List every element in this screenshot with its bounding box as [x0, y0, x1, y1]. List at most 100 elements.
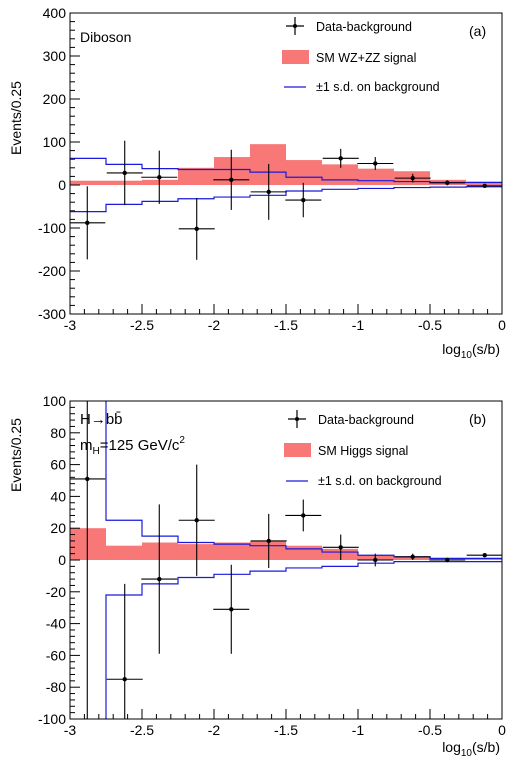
y-tick-label: 60	[50, 457, 66, 473]
data-point	[338, 156, 343, 161]
data-point	[482, 553, 487, 558]
signal-bar	[70, 528, 106, 560]
signal-bar	[214, 542, 250, 560]
y-tick-label: -20	[46, 584, 66, 600]
legend-entry-signal: SM Higgs signal	[318, 444, 408, 458]
signal-bar	[466, 181, 502, 185]
signal-bar	[286, 160, 322, 185]
data-point	[445, 557, 450, 563]
legend: Data-background SM WZ+ZZ signal ±1 s.d. …	[282, 17, 440, 94]
plot-area	[70, 401, 502, 719]
y-tick-label: -60	[46, 647, 66, 663]
data-point	[445, 180, 450, 186]
signal-bar	[178, 544, 214, 560]
signal-bar	[106, 545, 142, 560]
y-tick-label: -80	[46, 679, 66, 695]
signal-bar	[286, 545, 322, 560]
x-tick-label: -1.5	[274, 317, 298, 333]
signal-bar	[358, 168, 394, 185]
data-point	[194, 226, 199, 232]
y-tick-label: -200	[38, 263, 66, 279]
chart-title: Diboson	[80, 29, 131, 45]
x-tick-label: -2.5	[130, 722, 154, 738]
x-tick-label: -2.5	[130, 317, 154, 333]
x-tick-label: -1.5	[274, 722, 298, 738]
data-point	[157, 175, 162, 180]
y-tick-label: -300	[38, 306, 66, 322]
x-tick-label: 0	[498, 317, 506, 333]
y-axis-label: Events/0.25	[8, 418, 24, 492]
y-tick-label: 40	[50, 488, 66, 504]
data-point	[229, 607, 234, 612]
x-tick-label: -3	[64, 722, 77, 738]
x-tick-label: -0.5	[418, 722, 442, 738]
x-tick-label: -2	[208, 317, 221, 333]
chart-subtitle: mH=125 GeV/c2	[80, 435, 185, 457]
y-tick-label: 0	[58, 552, 66, 568]
x-axis-label: log10(s/b)	[442, 341, 500, 361]
signal-bar	[178, 167, 214, 185]
legend-entry-band: ±1 s.d. on background	[316, 80, 440, 94]
data-point	[301, 513, 306, 518]
y-axis-label: Events/0.25	[8, 81, 24, 155]
band-upper-line	[70, 157, 502, 184]
legend-entry-band: ±1 s.d. on background	[318, 474, 442, 488]
legend-entry-data: Data-background	[318, 413, 414, 427]
signal-bar	[250, 144, 286, 185]
data-point	[410, 175, 415, 181]
y-tick-label: 100	[43, 134, 67, 150]
band-lower-line	[70, 186, 502, 213]
y-tick-label: 300	[43, 48, 67, 64]
data-point	[122, 170, 127, 176]
data-point	[85, 476, 90, 482]
data-point	[229, 177, 234, 183]
x-tick-label: 0	[498, 722, 506, 738]
y-tick-label: 200	[43, 91, 67, 107]
x-tick-label: -3	[64, 317, 77, 333]
x-tick-label: -1	[352, 722, 365, 738]
data-point	[266, 189, 271, 195]
band-upper-line	[105, 401, 502, 560]
data-point	[194, 518, 199, 523]
y-tick-label: -100	[38, 220, 66, 236]
band-lower-line	[105, 560, 502, 719]
y-tick-label: 20	[50, 520, 66, 536]
signal-bar	[322, 548, 358, 560]
x-tick-label: -2	[208, 722, 221, 738]
signal-bar	[250, 540, 286, 560]
legend: Data-background SM Higgs signal ±1 s.d. …	[284, 410, 442, 488]
legend-entry-signal: SM WZ+ZZ signal	[316, 51, 416, 65]
y-tick-label: -100	[38, 711, 66, 727]
signal-bar	[466, 558, 502, 560]
data-point	[157, 576, 162, 582]
data-point	[85, 220, 90, 226]
signal-bar	[142, 542, 178, 560]
signal-bar	[106, 180, 142, 185]
signal-bar	[142, 179, 178, 185]
y-tick-label: 0	[58, 177, 66, 193]
legend-signal-swatch	[284, 443, 311, 457]
signal-bar	[322, 164, 358, 185]
data-point	[266, 538, 271, 544]
y-tick-label: 100	[43, 393, 67, 409]
legend-data-marker-dot	[295, 417, 299, 421]
y-tick-label: -40	[46, 616, 66, 632]
data-point	[301, 197, 306, 203]
x-tick-label: -0.5	[418, 317, 442, 333]
panel-label: (a)	[469, 23, 486, 39]
x-tick-label: -1	[352, 317, 365, 333]
y-tick-label: 80	[50, 425, 66, 441]
data-point	[122, 677, 127, 682]
signal-bar	[70, 180, 106, 185]
panel-b: -100 -80 -60 -40 -20 0 20 40 60 80 100 -3 -2.5 -2 -1.5…	[8, 393, 506, 759]
y-tick-label: 400	[43, 5, 67, 21]
panel-a: -300 -200 -100 0 100 200 300 400 -3 -2.5 -2 -1.5 -1 -…	[8, 5, 506, 361]
chart-title: H→bb̄	[80, 411, 123, 428]
data-point	[373, 557, 378, 563]
data-point	[338, 545, 343, 550]
data-point	[482, 183, 487, 189]
signal-bar	[358, 555, 394, 560]
legend-entry-data: Data-background	[316, 20, 412, 34]
data-point	[410, 554, 415, 560]
plot-area	[70, 140, 502, 260]
